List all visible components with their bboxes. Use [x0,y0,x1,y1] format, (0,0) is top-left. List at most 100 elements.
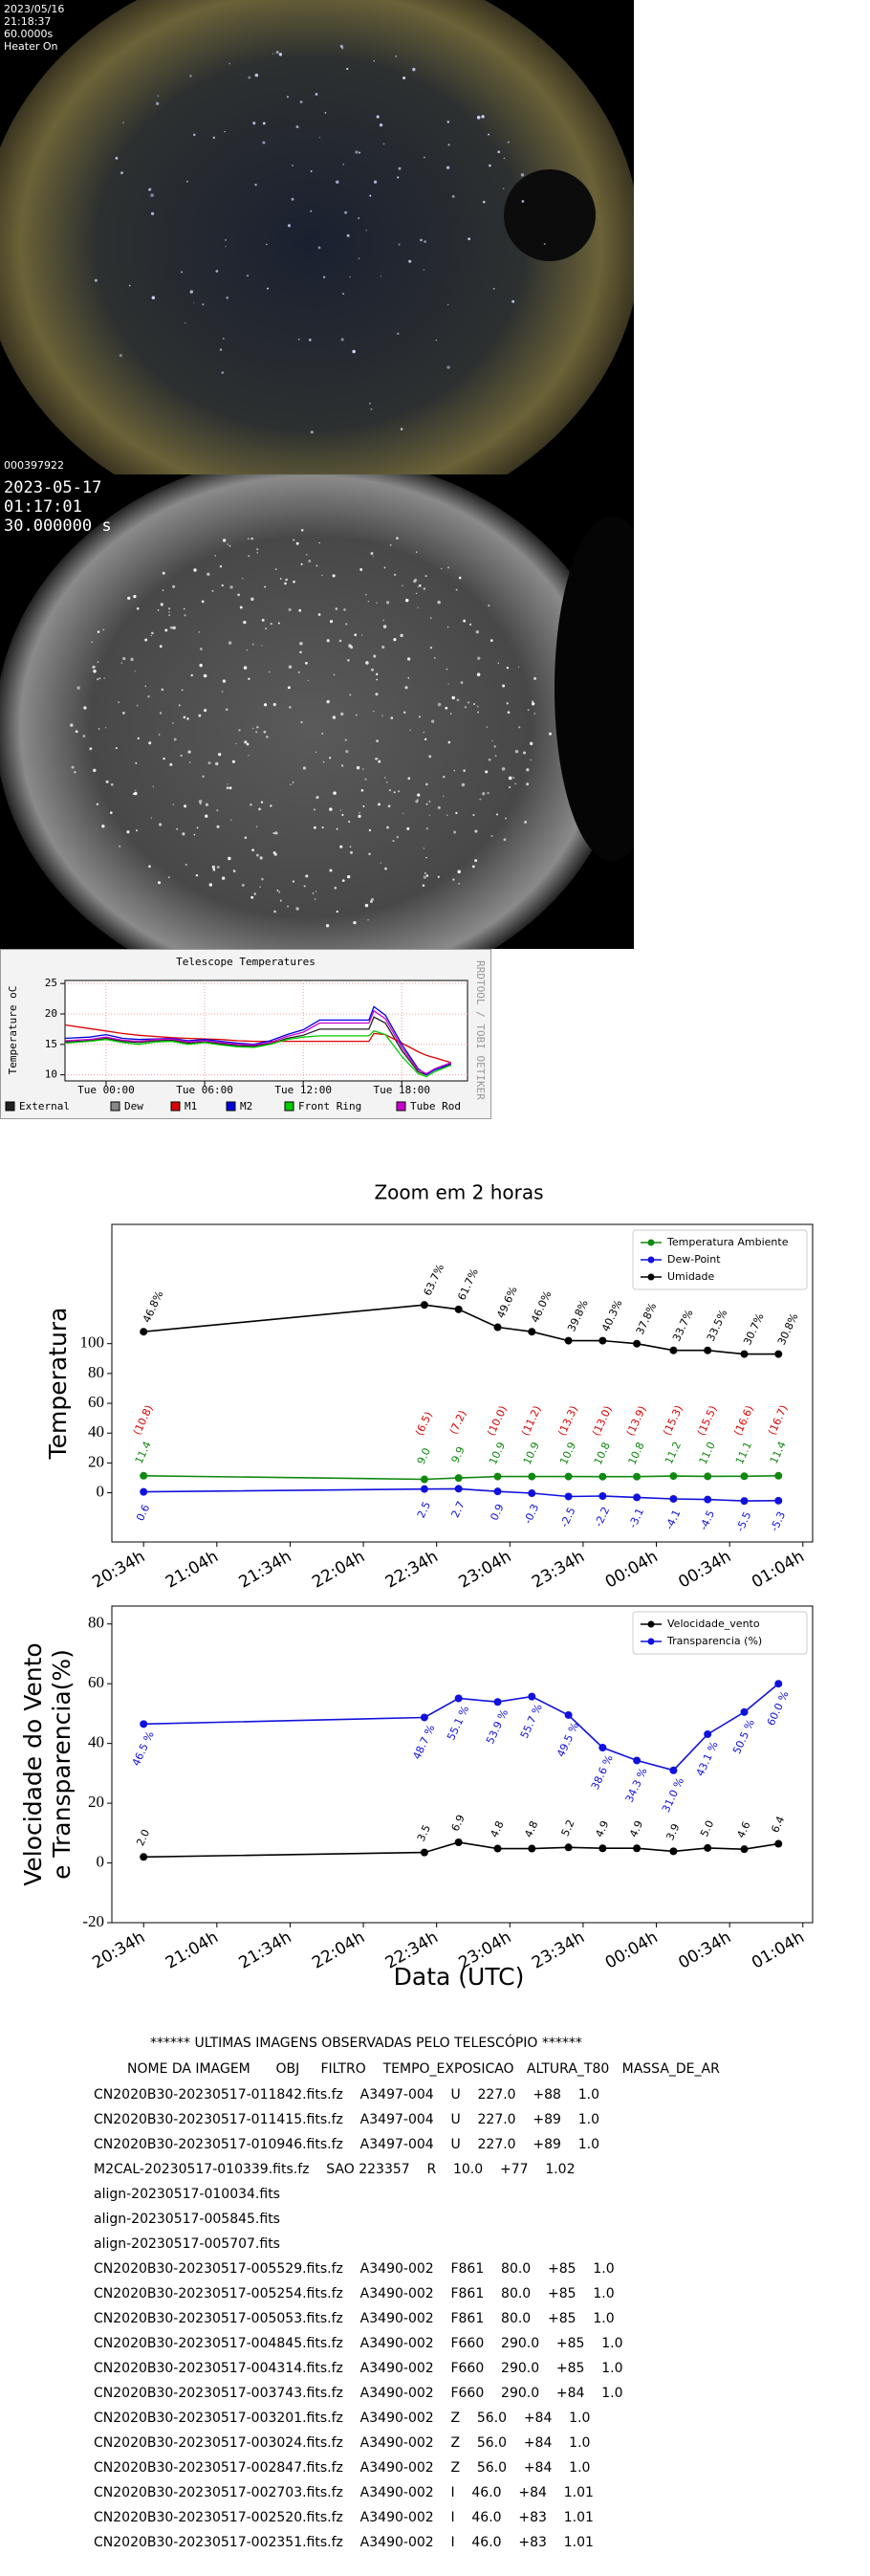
data-point [564,1843,573,1852]
star [446,165,450,169]
star [398,790,401,793]
star [468,701,470,704]
star [345,623,348,626]
y-tick-label: 10 [45,1068,57,1081]
star [482,200,486,204]
star [193,302,195,304]
star [341,879,345,883]
star [119,354,122,358]
data-point [493,1844,502,1853]
star [494,755,497,757]
data-point [528,1692,536,1701]
star [195,873,199,877]
star [395,55,397,57]
data-point [774,1839,783,1848]
star [168,611,170,613]
star [507,141,510,143]
obstruction [504,169,596,261]
star [262,141,266,144]
star [184,804,187,808]
star [531,702,535,706]
series-line [143,1304,779,1355]
data-point [669,1346,678,1354]
star [172,722,174,724]
star [383,777,386,779]
star [158,734,161,736]
star [382,619,384,622]
star [248,76,251,79]
star [300,562,303,565]
star [446,668,448,671]
data-point [704,1346,712,1354]
series-line [143,1683,779,1772]
star [150,211,155,216]
star [232,870,236,872]
star [355,150,359,154]
star [364,903,369,908]
star [398,166,402,170]
star [310,169,313,172]
star [349,694,352,696]
star [456,698,460,702]
star [471,865,475,869]
star [338,639,342,643]
data-point [528,1472,536,1481]
star [133,595,137,599]
star [402,812,404,814]
data-point [633,1493,642,1502]
star [415,551,418,553]
star [423,269,425,271]
star [151,631,154,635]
star [279,578,282,580]
legend-box [632,1611,808,1655]
star [221,691,224,693]
star [447,566,450,569]
x-tick-label: 23:34h [529,1927,588,1972]
star [417,586,419,588]
x-tick-label: 22:04h [309,1927,368,1972]
star [305,661,308,665]
star [268,671,271,673]
star [300,720,303,724]
star [225,239,227,241]
star [172,584,176,588]
star [343,608,346,611]
star [293,539,295,541]
star [365,593,367,596]
star [216,825,220,828]
star [226,786,229,790]
star [482,792,486,796]
y-tick-label: 80 [88,1363,104,1381]
star [176,827,179,830]
star [446,365,450,369]
data-point [564,1710,573,1719]
star [215,270,219,273]
star [548,732,553,736]
star [198,800,203,804]
star [492,287,495,290]
star [430,719,435,723]
star [163,757,165,760]
star [223,539,227,542]
star [219,565,223,568]
star [402,711,406,715]
x-tick-label: 01:04h [749,1547,808,1592]
data-point [528,1328,536,1336]
legend-label: Dew [124,1100,143,1112]
star [505,817,508,820]
star [329,869,333,872]
star [429,647,433,650]
data-point [420,1485,428,1493]
star [211,589,214,592]
star [506,666,510,670]
star [507,711,511,715]
star [477,711,480,714]
star [222,338,225,340]
legend-label: Umidade [667,1270,715,1283]
star [496,813,498,816]
star [118,701,120,703]
star [501,767,506,771]
star [347,659,350,662]
star [393,573,397,577]
star [423,156,425,159]
